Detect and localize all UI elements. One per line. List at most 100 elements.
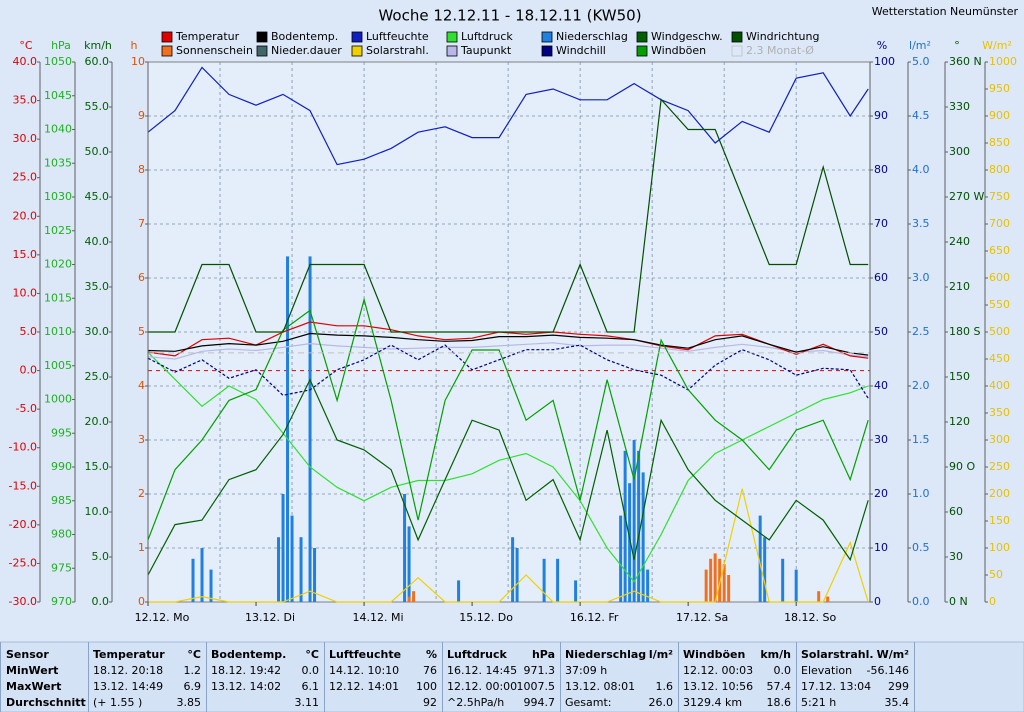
cell-text: 12.12. 14:01	[329, 680, 399, 693]
cell-value: 26.0	[649, 696, 674, 709]
y-tick-label: 35.0	[13, 94, 38, 107]
y-tick-label: 1040	[44, 123, 72, 136]
bar	[574, 580, 578, 602]
cell-value: 76	[423, 664, 437, 677]
y-tick-label: 180 S	[949, 325, 980, 338]
y-tick-label: 300	[989, 433, 1010, 446]
bar	[709, 558, 713, 602]
y-tick-label: 1005	[44, 359, 72, 372]
y-tick-label: 270 W	[949, 190, 984, 203]
bar	[556, 558, 560, 602]
bar	[515, 548, 519, 602]
y-tick-label: 1025	[44, 224, 72, 237]
axis-unit: °	[954, 39, 960, 52]
legend-swatch	[161, 45, 173, 57]
series-line	[148, 488, 869, 603]
y-tick-label: 90 O	[949, 460, 975, 473]
bar	[407, 596, 411, 602]
cell-value: 3.85	[177, 696, 202, 709]
column-title: Niederschlag	[565, 648, 646, 661]
legend-item: Luftdruck	[446, 30, 513, 43]
y-tick-label: -25.0	[9, 556, 37, 569]
bar	[308, 256, 312, 602]
x-tick-label: 17.12. Sa	[676, 611, 728, 624]
cell-text: 16.12. 14:45	[447, 664, 517, 677]
y-tick-label: 250	[989, 460, 1010, 473]
y-tick-label: 0.5	[912, 541, 930, 554]
legend-label: Windböen	[651, 44, 706, 57]
legend-label: 2.3 Monat-Ø	[746, 44, 814, 57]
x-tick-label: 16.12. Fr	[570, 611, 619, 624]
y-tick-label: 30.0	[85, 325, 110, 338]
cell-value: 0.0	[302, 664, 320, 677]
bar	[628, 483, 632, 602]
legend-swatch	[731, 45, 743, 57]
axis-unit: W/m²	[982, 39, 1012, 52]
y-tick-label: 0	[874, 595, 881, 608]
cell-text: 18.12. 19:42	[211, 664, 281, 677]
y-tick-label: 600	[989, 271, 1010, 284]
legend-label: Temperatur	[175, 30, 240, 43]
y-tick-label: 500	[989, 325, 1010, 338]
y-tick-label: 100	[874, 55, 895, 68]
series-line	[147, 332, 869, 356]
legend-item: Niederschlag	[541, 30, 628, 43]
legend-item: Luftfeuchte	[351, 30, 429, 43]
y-tick-label: 6	[138, 271, 145, 284]
cell-value: 299	[888, 680, 909, 693]
cell-text: 14.12. 10:10	[329, 664, 399, 677]
cell-value: 1.6	[656, 680, 674, 693]
y-tick-label: 1020	[44, 258, 72, 271]
x-tick-label: 13.12. Di	[245, 611, 295, 624]
legend-label: Nieder.dauer	[271, 44, 342, 57]
cell-value: 57.4	[767, 680, 792, 693]
cell-value: 0.0	[774, 664, 792, 677]
y-tick-label: 10	[874, 541, 888, 554]
legend-swatch	[541, 45, 553, 57]
y-tick-label: 5	[138, 325, 145, 338]
y-tick-label: 1015	[44, 291, 72, 304]
bar	[277, 537, 281, 602]
y-tick-label: 4	[138, 379, 145, 392]
y-tick-label: 30	[949, 550, 963, 563]
row-label: MinWert	[6, 664, 58, 677]
y-tick-label: 30.0	[13, 132, 38, 145]
series-line	[147, 344, 869, 399]
y-tick-label: 10.0	[85, 505, 110, 518]
y-tick-label: 120	[949, 415, 970, 428]
x-tick-label: 14.12. Mi	[353, 611, 404, 624]
y-tick-label: 40.0	[13, 55, 38, 68]
y-tick-label: -5.0	[16, 402, 37, 415]
legend-item: Temperatur	[161, 30, 240, 43]
y-tick-label: 20.0	[13, 209, 38, 222]
y-tick-label: 1.5	[912, 433, 930, 446]
bar	[713, 553, 717, 602]
bar	[637, 450, 641, 602]
column-unit: l/m²	[649, 648, 673, 661]
bar	[290, 515, 294, 602]
cell-text: 13.12. 08:01	[565, 680, 635, 693]
y-tick-label: 100	[989, 541, 1010, 554]
legend-swatch	[541, 31, 553, 43]
y-tick-label: 40	[874, 379, 888, 392]
legend-swatch	[636, 45, 648, 57]
bar	[727, 575, 731, 602]
y-tick-label: 240	[949, 235, 970, 248]
series-line	[147, 321, 869, 359]
y-tick-label: 450	[989, 352, 1010, 365]
legend-swatch	[446, 31, 458, 43]
cell-text: 3129.4 km	[683, 696, 742, 709]
axis-unit: h	[131, 39, 138, 52]
y-tick-label: 10	[131, 55, 145, 68]
legend-swatch	[446, 45, 458, 57]
series-line	[147, 66, 869, 166]
series-line	[147, 351, 869, 583]
bar	[817, 591, 821, 602]
axis-unit: °C	[19, 39, 33, 52]
column-unit: km/h	[760, 648, 791, 661]
y-tick-label: -10.0	[9, 441, 37, 454]
bar	[763, 537, 767, 602]
y-tick-label: 55.0	[85, 100, 110, 113]
y-tick-label: 60	[949, 505, 963, 518]
